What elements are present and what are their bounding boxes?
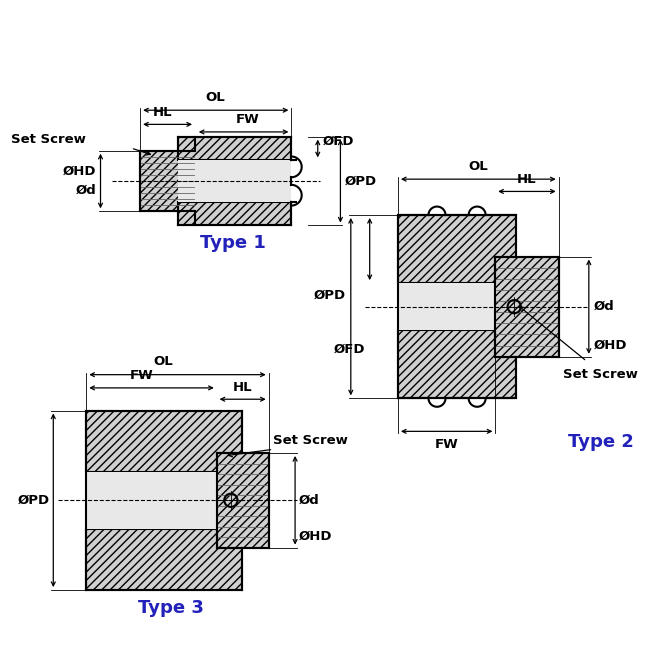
Text: OL: OL bbox=[206, 90, 226, 104]
Text: HL: HL bbox=[517, 173, 537, 186]
Text: HL: HL bbox=[233, 381, 253, 393]
Text: ØHD: ØHD bbox=[594, 339, 627, 352]
Bar bbox=[398, 330, 516, 398]
Text: Ød: Ød bbox=[299, 494, 320, 507]
Text: Set Screw: Set Screw bbox=[11, 133, 85, 146]
Text: Type 2: Type 2 bbox=[568, 433, 634, 451]
Text: Set Screw: Set Screw bbox=[273, 434, 348, 448]
Text: Ød: Ød bbox=[594, 300, 614, 313]
Bar bbox=[495, 257, 559, 356]
Text: ØHD: ØHD bbox=[299, 530, 332, 543]
Text: ØHD: ØHD bbox=[63, 165, 96, 178]
Text: ØPD: ØPD bbox=[17, 494, 50, 507]
Text: FW: FW bbox=[435, 438, 458, 451]
Bar bbox=[86, 472, 242, 529]
Text: ØPD: ØPD bbox=[345, 175, 377, 188]
Bar bbox=[86, 411, 242, 472]
Bar bbox=[398, 283, 516, 330]
Text: ØFD: ØFD bbox=[334, 342, 365, 356]
Text: OL: OL bbox=[468, 159, 488, 173]
Text: Set Screw: Set Screw bbox=[563, 368, 639, 381]
Text: HL: HL bbox=[153, 106, 173, 119]
Bar bbox=[398, 215, 516, 283]
Bar bbox=[178, 202, 291, 225]
Bar bbox=[178, 137, 291, 160]
Text: ØPD: ØPD bbox=[314, 289, 346, 302]
Bar bbox=[86, 529, 242, 590]
Bar bbox=[140, 151, 195, 211]
Text: FW: FW bbox=[130, 369, 154, 382]
Bar bbox=[178, 160, 291, 202]
Text: OL: OL bbox=[153, 355, 174, 368]
Text: FW: FW bbox=[236, 113, 260, 126]
Text: Ød: Ød bbox=[76, 184, 96, 197]
Bar bbox=[216, 453, 269, 547]
Text: Type 3: Type 3 bbox=[139, 599, 204, 617]
Text: ØFD: ØFD bbox=[322, 135, 354, 147]
Text: Type 1: Type 1 bbox=[200, 234, 266, 253]
